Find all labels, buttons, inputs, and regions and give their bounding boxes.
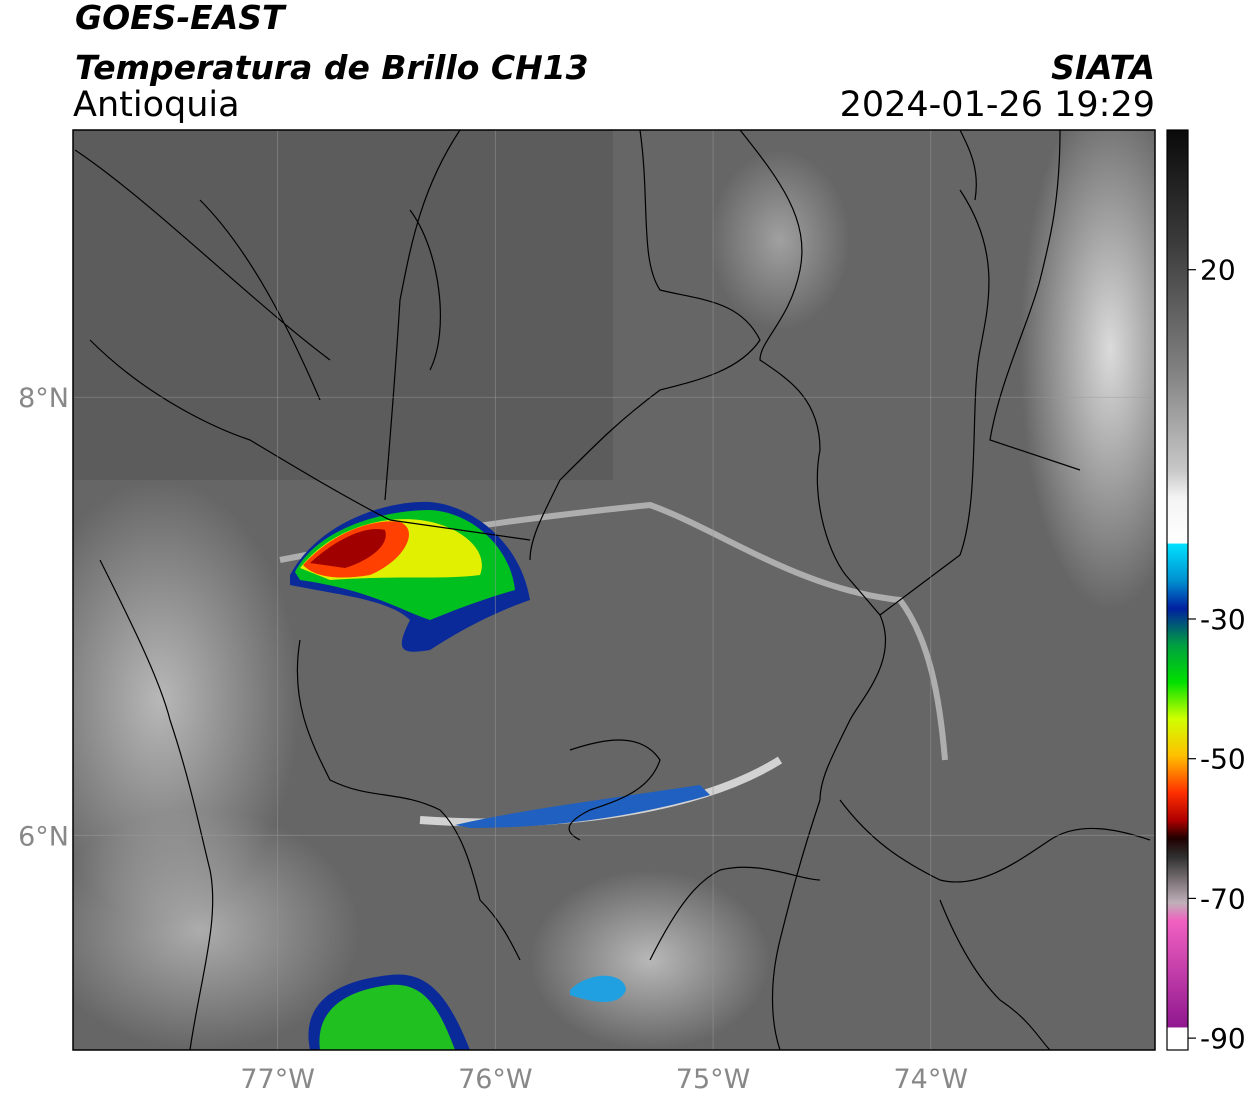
boundaries — [74, 130, 1151, 1050]
title: GOES-EAST — [75, 0, 287, 37]
lon-tick-label: 74°W — [893, 1064, 968, 1095]
lat-tick-label: 6°N — [18, 821, 69, 852]
storm-green — [319, 984, 455, 1050]
lon-tick-label: 76°W — [458, 1064, 533, 1095]
cloud — [1020, 130, 1155, 610]
band-blue — [455, 785, 710, 828]
region: Antioquia — [73, 85, 240, 125]
colorbar-tick-label: -50 — [1200, 743, 1246, 776]
colorbar-tick-label: -70 — [1200, 882, 1246, 915]
cloud — [73, 810, 360, 1050]
cloud — [73, 480, 300, 920]
colorbar-tick-label: 20 — [1200, 254, 1236, 287]
map-frame — [72, 129, 1156, 1051]
source: SIATA — [1051, 48, 1155, 87]
lon-tick-label: 77°W — [240, 1064, 315, 1095]
colorbar-tick-label: -90 — [1200, 1022, 1246, 1055]
datetime: 2024-01-26 19:29 — [840, 85, 1155, 125]
subtitle: Temperatura de Brillo CH13 — [75, 48, 589, 87]
lat-tick-label: 8°N — [18, 383, 69, 414]
colorbar — [1166, 129, 1189, 1051]
lon-tick-label: 75°W — [676, 1064, 751, 1095]
dark-region — [73, 130, 613, 480]
band-blue — [570, 975, 626, 1002]
colorbar-tick-label: -30 — [1200, 603, 1246, 636]
storm-core — [310, 529, 386, 568]
map-image — [73, 130, 1155, 1050]
grid — [73, 130, 1155, 1050]
cloud — [710, 150, 850, 330]
